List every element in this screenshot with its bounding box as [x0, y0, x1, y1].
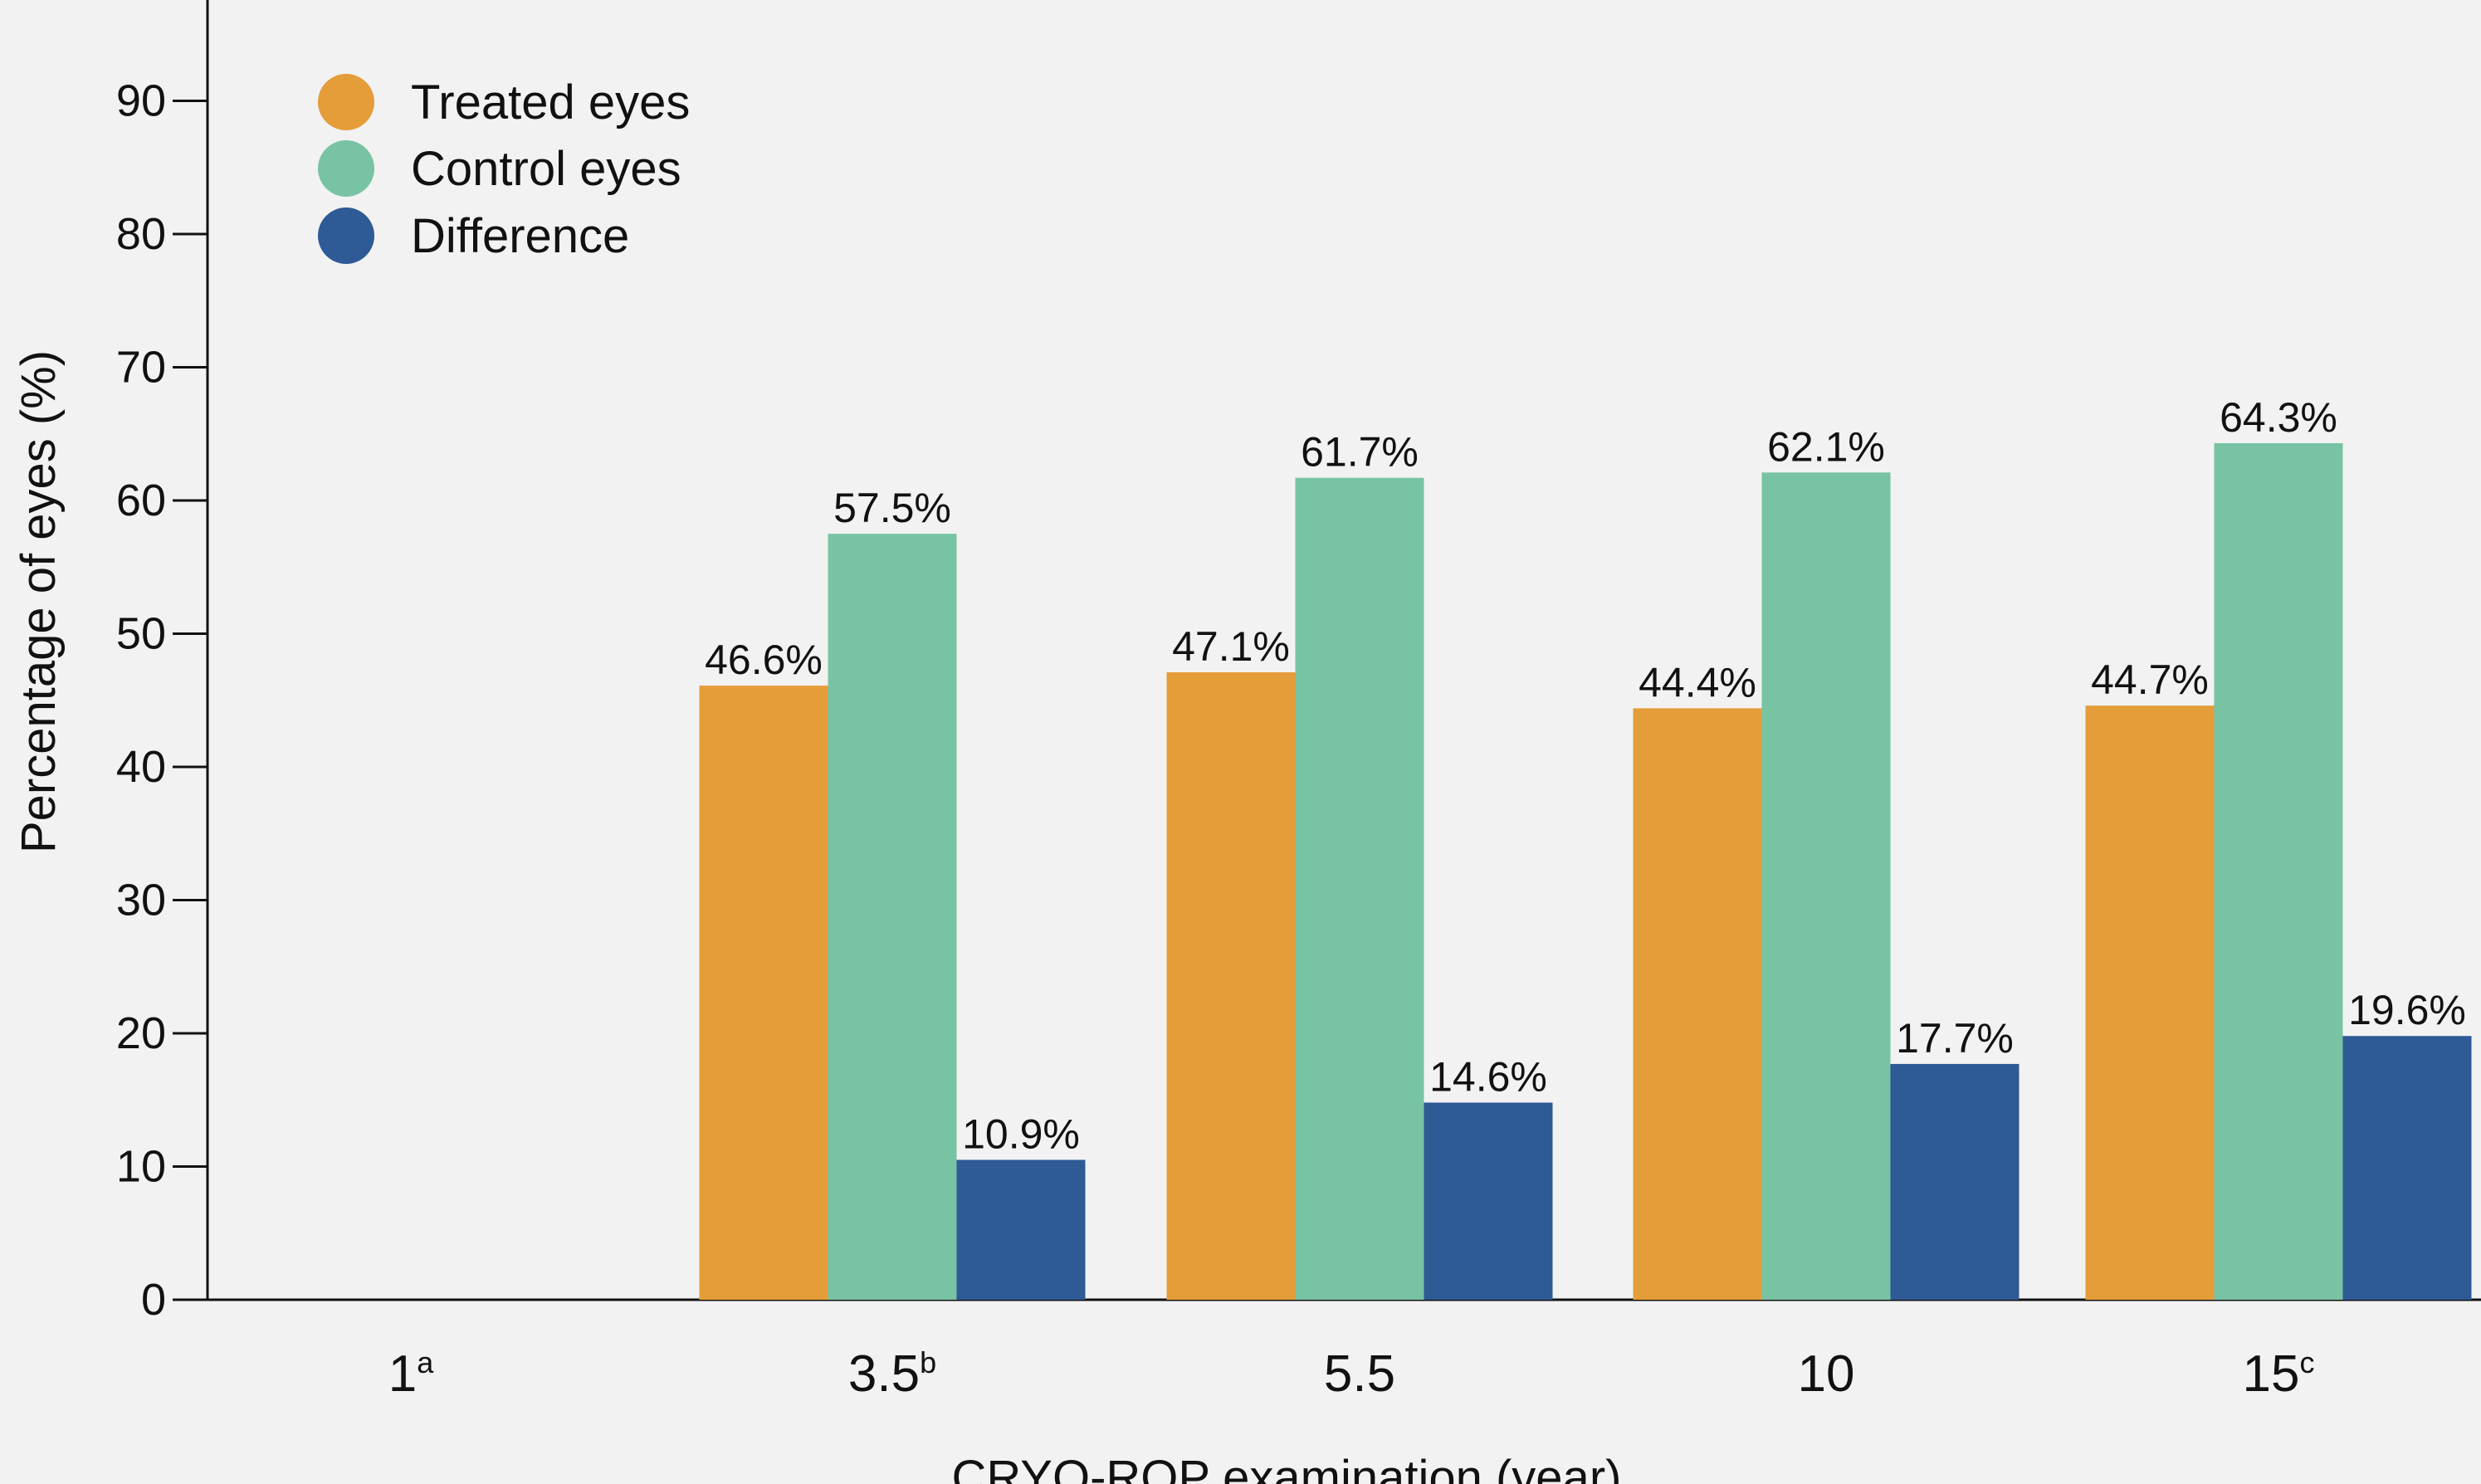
bar-value-label: 44.7%	[2091, 657, 2209, 703]
legend-label: Difference	[411, 209, 629, 263]
bar-value-label: 64.3%	[2220, 394, 2337, 441]
bar-difference	[2343, 1036, 2472, 1300]
bar-value-label: 57.5%	[833, 485, 951, 531]
bar-difference	[957, 1159, 1086, 1300]
y-tick-label: 80	[116, 209, 166, 259]
y-tick-label: 50	[116, 609, 166, 659]
y-tick-label: 0	[141, 1275, 166, 1325]
bar-difference	[1891, 1064, 2019, 1300]
y-tick-label: 10	[116, 1142, 166, 1192]
legend-swatch	[318, 140, 374, 197]
bar-difference	[1424, 1102, 1553, 1300]
y-tick-label: 40	[116, 742, 166, 792]
legend-label: Treated eyes	[411, 76, 690, 129]
x-axis-label: CRYO-ROP examination (year)	[952, 1451, 1622, 1484]
bar-value-label: 46.6%	[705, 637, 823, 683]
bar-control-eyes	[828, 534, 957, 1300]
y-tick-label: 60	[116, 476, 166, 525]
y-tick-label: 30	[116, 876, 166, 925]
bar-control-eyes	[1296, 478, 1424, 1300]
y-tick-label: 70	[116, 343, 166, 393]
bar-control-eyes	[1762, 472, 1891, 1300]
y-tick-label: 20	[116, 1008, 166, 1058]
bar-treated-eyes	[2086, 705, 2215, 1300]
y-axis-label: Percentage of eyes (%)	[12, 350, 66, 853]
bar-value-label: 44.4%	[1639, 659, 1756, 705]
bar-value-label: 47.1%	[1172, 623, 1290, 670]
bar-value-label: 14.6%	[1429, 1053, 1547, 1100]
bar-value-label: 10.9%	[962, 1111, 1080, 1157]
bar-control-eyes	[2215, 443, 2343, 1300]
legend-swatch	[318, 207, 374, 264]
legend-swatch	[318, 74, 374, 130]
bar-value-label: 17.7%	[1896, 1015, 2014, 1062]
bar-value-label: 62.1%	[1767, 423, 1885, 470]
x-tick-label: 10	[1798, 1345, 1855, 1403]
bar-value-label: 61.7%	[1301, 429, 1419, 476]
bar-treated-eyes	[1634, 708, 1762, 1300]
y-tick-label: 90	[116, 76, 166, 126]
bar-treated-eyes	[700, 686, 828, 1300]
bar-treated-eyes	[1167, 672, 1296, 1300]
legend-label: Control eyes	[411, 142, 681, 196]
x-tick-label: 5.5	[1324, 1345, 1395, 1403]
bar-value-label: 19.6%	[2348, 987, 2466, 1033]
